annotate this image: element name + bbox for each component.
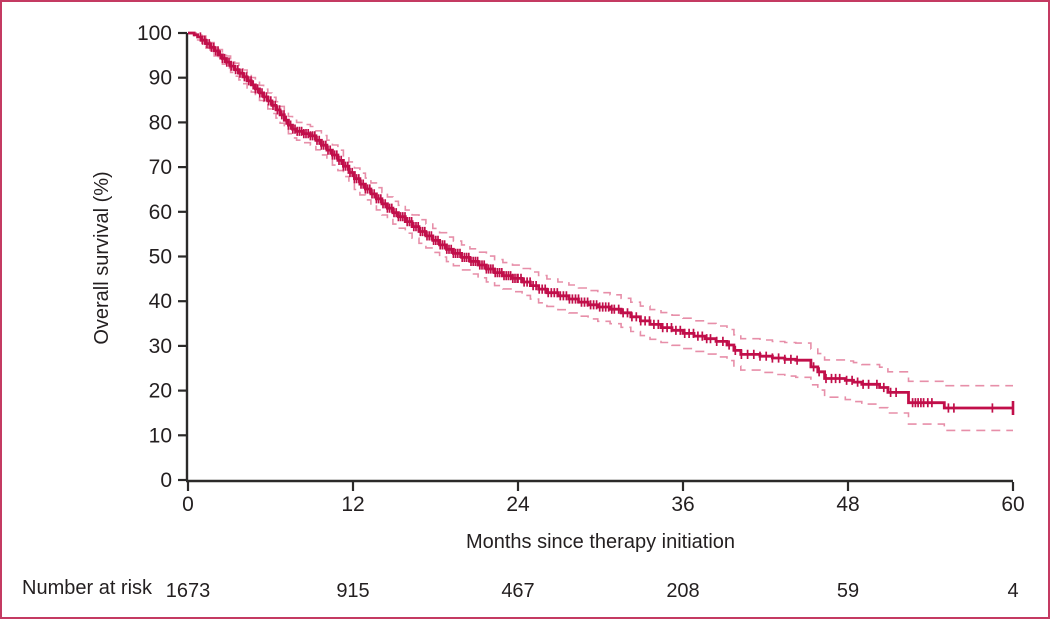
x-tick-label: 12 (341, 493, 364, 516)
at-risk-value: 1673 (166, 580, 211, 602)
at-risk-value: 59 (837, 580, 859, 602)
ci-upper-line (188, 32, 1013, 387)
censor-ticks (199, 32, 994, 413)
y-tick-label: 70 (149, 156, 172, 179)
y-tick-label: 40 (149, 290, 172, 313)
x-axis-title: Months since therapy initiation (465, 531, 736, 553)
at-risk-value: 208 (666, 580, 699, 602)
x-tick-label: 36 (671, 493, 694, 516)
y-tick-label: 0 (160, 469, 172, 492)
at-risk-value: 915 (336, 580, 369, 602)
y-axis-title: Overall survival (%) (91, 171, 113, 345)
y-tick-label: 50 (149, 246, 172, 269)
ci-lower-line (188, 32, 1013, 432)
y-tick-label: 90 (149, 67, 172, 90)
survival-curve (188, 31, 1013, 410)
at-risk-value: 4 (1007, 580, 1018, 602)
y-tick-label: 100 (137, 22, 172, 45)
number-at-risk-label: Number at risk (22, 577, 153, 599)
x-tick-label: 24 (506, 493, 530, 516)
y-tick-label: 20 (149, 380, 172, 403)
x-tick-label: 60 (1001, 493, 1024, 516)
y-tick-label: 80 (149, 111, 172, 134)
at-risk-value: 467 (501, 580, 534, 602)
y-tick-label: 30 (149, 335, 172, 358)
x-tick-label: 48 (836, 493, 859, 516)
y-tick-label: 10 (149, 424, 172, 447)
y-tick-label: 60 (149, 201, 172, 224)
x-tick-label: 0 (182, 493, 194, 516)
